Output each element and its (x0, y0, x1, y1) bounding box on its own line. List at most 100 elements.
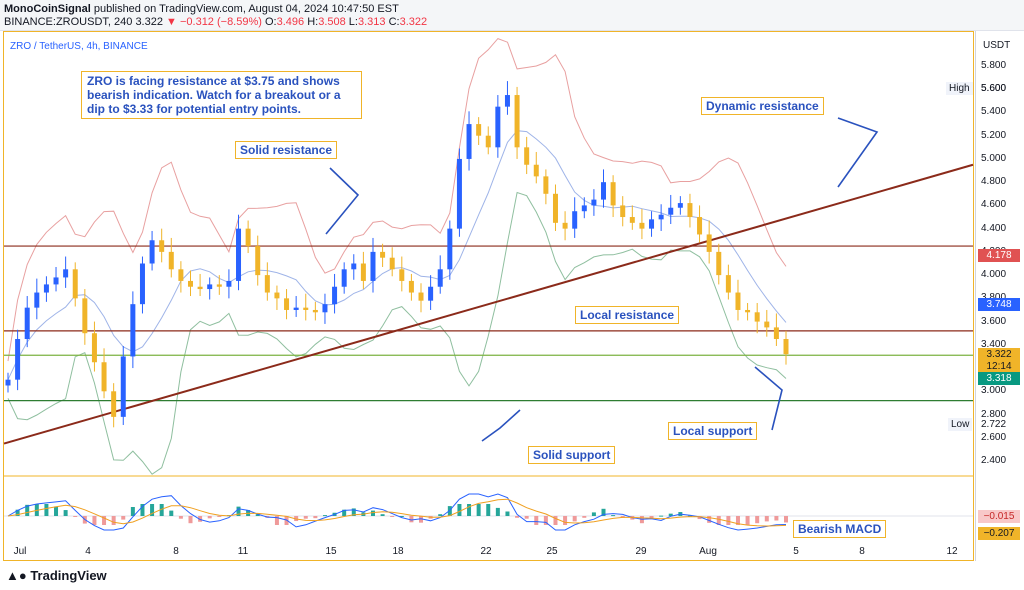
candle-body (187, 280, 193, 287)
macd-hist-bar (659, 515, 664, 517)
candle-body (533, 164, 539, 177)
y-tick: 3.000 (981, 385, 1007, 397)
candle-body (456, 158, 462, 229)
macd-hist-bar (716, 516, 721, 525)
y-tick: 5.400 (981, 106, 1007, 118)
candle-body (53, 277, 59, 285)
arrow-dynamic-resistance (837, 117, 879, 188)
tv-icon: ▲● (6, 568, 27, 583)
candle-body (303, 307, 309, 310)
high-label: H: (307, 16, 319, 28)
candle-body (264, 275, 270, 293)
macd-hist-bar (409, 516, 414, 523)
macd-hist-bar (188, 516, 193, 524)
close-value: 3.322 (399, 16, 428, 28)
macd-pane (4, 493, 973, 531)
y-tick: 3.400 (981, 338, 1007, 350)
header-bar: MonoCoinSignal published on TradingView.… (0, 0, 1024, 31)
macd-hist-bar (169, 510, 174, 516)
macd-hist-bar (73, 516, 78, 517)
tradingview-logo[interactable]: ▲● TradingView (6, 568, 107, 583)
candle-body (581, 205, 587, 212)
macd-hist-bar (515, 516, 520, 518)
macd-hist-bar (486, 504, 491, 516)
countdown-badge: 12:14 (978, 360, 1020, 373)
candle-body (745, 309, 751, 313)
candle-body (610, 182, 616, 206)
candle-body (332, 286, 338, 305)
local-support-label: Local support (668, 422, 758, 440)
macd-hist-bar (553, 516, 558, 525)
arrow-solid-support (481, 409, 521, 442)
candle-body (572, 211, 578, 229)
candle-body (399, 269, 405, 281)
macd-hist-bar (419, 516, 424, 523)
candle-body (245, 228, 251, 247)
y-tick: 4.400 (981, 222, 1007, 234)
level-badge-red: 4.178 (978, 249, 1020, 262)
publisher-name[interactable]: MonoCoinSignal (4, 3, 91, 15)
signal-line (7, 498, 787, 527)
macd-hist-bar (313, 516, 318, 519)
axis-currency: USDT (983, 40, 1011, 51)
local-resistance-label: Local resistance (575, 306, 680, 324)
solid-resistance-label: Solid resistance (235, 141, 338, 159)
macd-hist-bar (755, 516, 760, 524)
candle-body (139, 263, 145, 305)
y-tick: 5.800 (981, 60, 1007, 71)
solid-support-label: Solid support (528, 446, 616, 464)
macd-hist-bar (735, 516, 740, 525)
candle-body (284, 298, 290, 310)
symbol-label: ZRO / TetherUS, 4h, BINANCE (10, 41, 148, 52)
x-tick: 8 (173, 546, 179, 557)
middle-band (7, 130, 787, 380)
macd-hist-bar (399, 516, 404, 517)
analysis-note: ZRO is facing resistance at $3.75 and sh… (81, 71, 362, 119)
candle-body (168, 251, 174, 270)
y-tick: 3.600 (981, 315, 1007, 327)
candle-body (504, 95, 510, 107)
candle-body (773, 327, 779, 340)
arrow-local-support (754, 366, 783, 431)
candle-body (562, 222, 568, 229)
y-tick: 3.800 (981, 292, 1006, 303)
price-axis[interactable] (975, 31, 1024, 561)
macd-hist-bar (121, 516, 126, 520)
macd-hist-bar (774, 516, 779, 521)
bollinger-bands (7, 38, 787, 475)
chart-frame (3, 31, 974, 561)
open-label: O: (264, 16, 277, 28)
candle-body (351, 263, 357, 270)
low-marker-label: Low (948, 418, 973, 431)
macd-hist-bar (15, 509, 20, 516)
candle-body (485, 135, 491, 148)
macd-hist-bar (707, 516, 712, 523)
candle-body (543, 176, 549, 194)
candle-body (43, 284, 49, 293)
annotation-arrows (325, 117, 879, 442)
macd-hist-bar (784, 516, 788, 523)
candle-body (735, 292, 741, 310)
low-marker-value: 2.722 (981, 419, 1007, 430)
macd-hist-bar (255, 514, 260, 516)
y-tick: 5.200 (981, 129, 1007, 141)
candle-body (111, 391, 117, 417)
candle-body (149, 240, 155, 264)
macd-hist-bar (438, 514, 443, 516)
open-value: 3.496 (276, 16, 305, 28)
candle-body (226, 280, 232, 287)
candle-body (322, 304, 328, 313)
trendline (3, 163, 974, 445)
macd-hist-bar (601, 508, 606, 516)
macd-hist-bar (495, 507, 500, 516)
macd-hist-bar (236, 506, 241, 516)
candle-body (120, 356, 126, 417)
candle-body (437, 269, 443, 287)
candle-body (591, 199, 597, 206)
macd-hist-bar (217, 516, 222, 517)
macd-hist-bar (524, 516, 529, 519)
macd-hist-bar (102, 516, 107, 525)
candle-body (178, 269, 184, 281)
macd-hist-bar (563, 516, 568, 525)
